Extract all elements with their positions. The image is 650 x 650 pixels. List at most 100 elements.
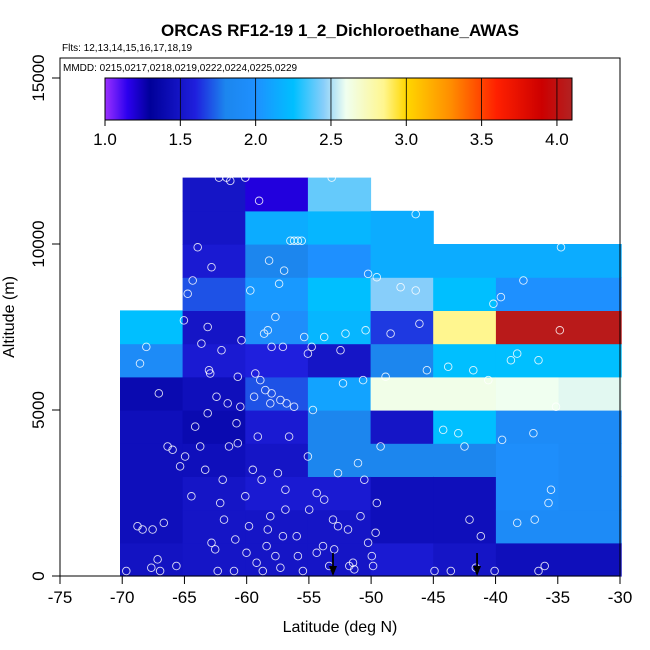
y-tick-label: 0 bbox=[29, 571, 48, 580]
sample-point bbox=[172, 561, 181, 571]
colorbar-bar bbox=[104, 77, 573, 121]
sample-point bbox=[329, 545, 339, 554]
sample-point bbox=[155, 566, 165, 576]
sample-point bbox=[540, 561, 549, 571]
sample-point bbox=[350, 565, 359, 574]
sample-point bbox=[292, 531, 301, 541]
x-tick-label: -75 bbox=[48, 588, 73, 607]
x-tick-label: -70 bbox=[110, 588, 135, 607]
sample-point bbox=[555, 326, 565, 335]
sample-point bbox=[263, 326, 273, 335]
sample-points bbox=[122, 173, 566, 576]
sample-point bbox=[213, 566, 222, 576]
x-tick-label: -60 bbox=[234, 588, 259, 607]
sample-point bbox=[293, 236, 303, 245]
sample-point bbox=[244, 521, 254, 531]
heatmap-cell bbox=[182, 476, 246, 511]
sample-point bbox=[276, 563, 285, 572]
heatmap-cell bbox=[182, 210, 246, 245]
heatmap-cell bbox=[370, 542, 434, 577]
heatmap-cell bbox=[558, 443, 622, 477]
heatmap-cell bbox=[558, 244, 622, 278]
heatmap-cell bbox=[495, 277, 560, 311]
sample-point bbox=[159, 518, 169, 528]
heatmap-cell bbox=[245, 443, 309, 477]
colorbar-tick-label: 1.0 bbox=[93, 130, 117, 149]
sample-point bbox=[530, 515, 539, 524]
sample-point bbox=[534, 355, 543, 365]
heatmap-cell bbox=[120, 310, 184, 345]
sample-point bbox=[333, 468, 343, 478]
sample-point bbox=[415, 319, 424, 328]
sample-point bbox=[180, 452, 190, 461]
heatmap-cells bbox=[120, 177, 622, 577]
y-axis-label: Altitude (m) bbox=[1, 276, 18, 358]
sample-point bbox=[289, 402, 299, 411]
heatmap-cell bbox=[182, 277, 246, 311]
x-tick-label: -50 bbox=[359, 588, 384, 607]
sample-point bbox=[147, 563, 156, 572]
heatmap-cell bbox=[495, 244, 560, 278]
heatmap-cell bbox=[120, 509, 184, 544]
x-tick-label: -65 bbox=[172, 588, 197, 607]
heatmap-cell bbox=[495, 410, 560, 444]
x-tick-label: -30 bbox=[608, 588, 633, 607]
sample-point bbox=[546, 485, 556, 494]
heatmap-cell bbox=[558, 376, 622, 411]
heatmap-cell bbox=[370, 443, 434, 477]
heatmap-cell bbox=[370, 476, 434, 511]
sample-point bbox=[368, 561, 378, 571]
sample-point bbox=[253, 432, 263, 441]
heatmap-cell bbox=[245, 210, 309, 245]
colorbar-tick-label: 2.5 bbox=[319, 130, 343, 149]
sample-point bbox=[197, 339, 206, 348]
sample-point bbox=[200, 465, 210, 475]
sample-point bbox=[304, 505, 314, 514]
sample-point bbox=[271, 312, 280, 322]
sample-point bbox=[469, 365, 478, 375]
heatmap-cell bbox=[433, 244, 497, 278]
colorbar: 1.0 1.5 2.0 2.5 3.0 3.5 4.0 bbox=[93, 77, 573, 149]
sample-point bbox=[343, 525, 353, 534]
heatmap-cell bbox=[495, 376, 560, 411]
sample-point bbox=[263, 525, 273, 534]
heatmap-cell bbox=[120, 476, 184, 511]
heatmap-cell bbox=[245, 244, 309, 278]
sample-point bbox=[303, 452, 313, 461]
x-tick-label: -55 bbox=[297, 588, 322, 607]
sample-point bbox=[438, 425, 448, 435]
sample-point bbox=[411, 209, 420, 219]
sample-point bbox=[237, 336, 246, 345]
heatmap-cell bbox=[433, 443, 497, 477]
heatmap-cell bbox=[495, 542, 560, 577]
sample-point bbox=[484, 375, 493, 385]
sample-point bbox=[279, 266, 289, 275]
heatmap-cell bbox=[307, 310, 372, 345]
heatmap-cell bbox=[370, 509, 434, 544]
heatmap-cell bbox=[307, 277, 372, 311]
sample-point bbox=[229, 566, 239, 576]
sample-point bbox=[223, 399, 232, 408]
sample-point bbox=[215, 498, 225, 508]
sample-point bbox=[248, 465, 258, 475]
sample-point bbox=[175, 462, 185, 471]
sample-point bbox=[274, 279, 284, 289]
heatmap-cell bbox=[307, 476, 372, 511]
sample-point bbox=[212, 392, 221, 401]
sample-point bbox=[135, 359, 145, 368]
heatmap-cell bbox=[245, 310, 309, 345]
sample-point bbox=[328, 515, 338, 524]
sample-point bbox=[372, 272, 382, 282]
colorbar-tick-label: 3.5 bbox=[470, 130, 494, 149]
sample-point bbox=[122, 566, 131, 576]
sample-point bbox=[327, 173, 336, 182]
sample-point bbox=[338, 379, 348, 388]
sample-point bbox=[251, 369, 260, 378]
sample-point bbox=[241, 173, 250, 182]
heatmap-cell bbox=[433, 410, 497, 444]
sample-point bbox=[241, 492, 250, 501]
heatmap-cell bbox=[370, 410, 434, 444]
sample-point bbox=[203, 409, 212, 418]
heatmap-cell bbox=[370, 244, 434, 278]
sample-point bbox=[381, 372, 390, 382]
